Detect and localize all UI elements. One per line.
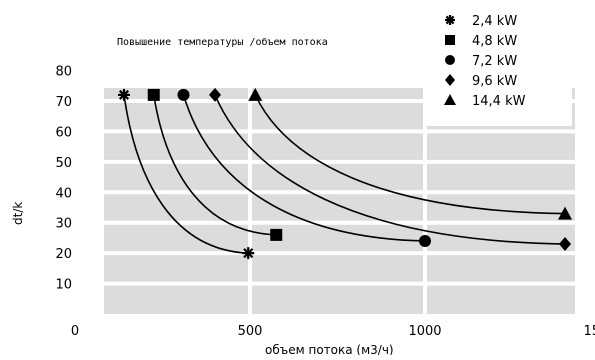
diamond-marker [209, 87, 221, 102]
circle-marker [445, 55, 455, 65]
y-tick-label: 10 [55, 278, 72, 293]
legend: 2,4 kW 4,8 kW 7,2 kW 9,6 kW 14,4 kW [444, 14, 526, 109]
y-axis-label: dt/k [11, 202, 25, 225]
legend-label: 14,4 kW [472, 94, 526, 109]
circle-marker [177, 88, 190, 101]
x-tick-label: 500 [238, 324, 263, 339]
x-tick-label: 1500 [583, 324, 595, 339]
x-tick-label: 1000 [408, 324, 441, 339]
diamond-marker [559, 237, 571, 252]
y-tick-label: 50 [55, 156, 72, 171]
triangle-marker [444, 94, 456, 105]
square-marker [270, 228, 283, 241]
legend-label: 4,8 kW [472, 34, 517, 49]
square-marker [147, 88, 160, 101]
series-line [152, 94, 277, 236]
star-marker [445, 15, 455, 25]
series-curves [123, 94, 566, 254]
legend-label: 2,4 kW [472, 14, 517, 29]
y-tick-label: 40 [55, 186, 72, 201]
legend-label: 9,6 kW [472, 74, 517, 89]
diamond-marker [445, 74, 455, 86]
y-tick-label: 60 [55, 125, 72, 140]
legend-box [424, 8, 572, 126]
series-line [254, 94, 566, 215]
series-line [123, 94, 249, 254]
triangle-marker [248, 87, 263, 101]
chart-title: Повышение температуры /объем потока [117, 36, 328, 48]
series-markers [118, 87, 572, 260]
x-tick-label: 0 [71, 324, 79, 339]
square-marker [445, 35, 455, 45]
series-line [182, 94, 426, 242]
y-tick-label: 20 [55, 247, 72, 262]
star-marker [242, 247, 255, 260]
y-tick-label: 30 [55, 217, 72, 232]
title-box [104, 20, 424, 65]
y-tick-label: 80 [55, 65, 72, 80]
series-line [214, 94, 566, 245]
x-axis-label: объем потока (м3/ч) [265, 343, 394, 355]
star-marker [118, 88, 130, 101]
legend-label: 7,2 kW [472, 54, 517, 69]
triangle-marker [558, 206, 572, 220]
circle-marker [419, 234, 431, 247]
tick-labels: 10 20 30 40 50 60 70 80 0 500 1000 1500 [55, 65, 595, 339]
y-tick-label: 70 [55, 95, 72, 110]
